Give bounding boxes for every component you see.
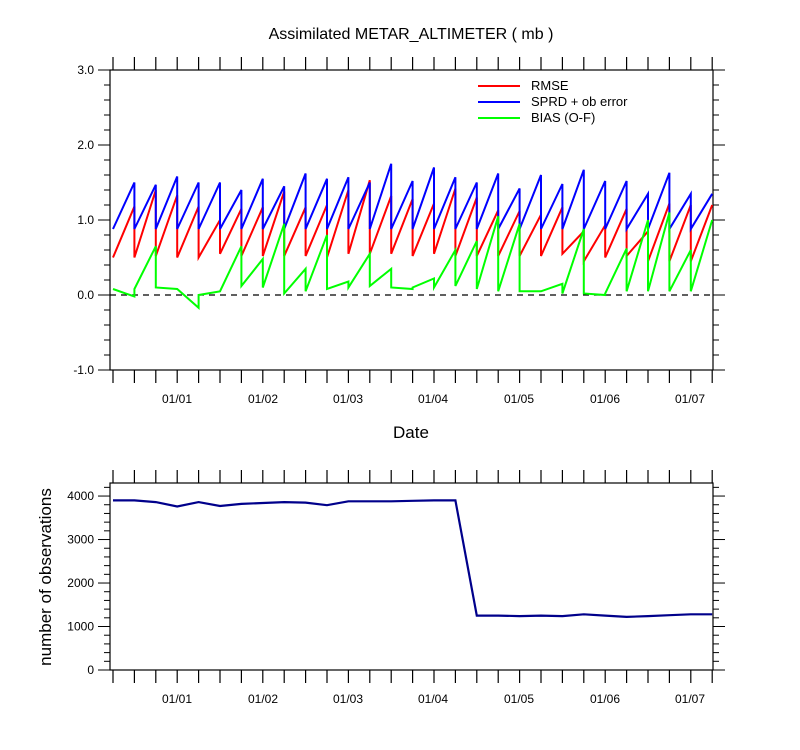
bottom-plot-frame — [109, 482, 714, 671]
bottom-y-tick-label: 3000 — [67, 533, 94, 547]
top-y-tick-label: 2.0 — [77, 138, 94, 152]
bottom-x-tick-label: 01/03 — [333, 692, 363, 706]
bottom-x-tick-label: 01/02 — [248, 692, 278, 706]
x-axis-title: Date — [393, 423, 429, 442]
bottom-x-tick-label: 01/07 — [675, 692, 705, 706]
top-x-tick-label: 01/07 — [675, 392, 705, 406]
legend-label-1: SPRD + ob error — [531, 94, 628, 109]
top-x-tick-label: 01/04 — [418, 392, 448, 406]
legend-label-2: BIAS (O-F) — [531, 110, 595, 125]
bottom-x-tick-label: 01/01 — [162, 692, 192, 706]
bottom-y-tick-label: 2000 — [67, 576, 94, 590]
bottom-x-tick-label: 01/05 — [504, 692, 534, 706]
top-series-bias-o-f — [112, 212, 714, 311]
legend-label-0: RMSE — [531, 78, 569, 93]
top-x-tick-label: 01/03 — [333, 392, 363, 406]
top-x-tick-label: 01/05 — [504, 392, 534, 406]
chart-title: Assimilated METAR_ALTIMETER ( mb ) — [269, 26, 554, 43]
bottom-y-tick-label: 4000 — [67, 489, 94, 503]
top-x-tick-label: 01/01 — [162, 392, 192, 406]
bottom-x-tick-label: 01/06 — [590, 692, 620, 706]
top-y-tick-label: 0.0 — [77, 288, 94, 302]
top-y-tick-label: -1.0 — [73, 363, 94, 377]
y-axis-title-bottom: number of observations — [36, 488, 55, 666]
bottom-y-tick-label: 0 — [87, 663, 94, 677]
top-x-tick-label: 01/02 — [248, 392, 278, 406]
bottom-x-tick-label: 01/04 — [418, 692, 448, 706]
bottom-y-tick-label: 1000 — [67, 620, 94, 634]
bottom-plot: 01/01 01/02 01/03 01/04 01/05 01/06 01/07 0 1000… — [67, 470, 725, 706]
top-series-sprd-ob-error — [112, 163, 714, 233]
bottom-series-observation-count — [113, 499, 713, 619]
top-x-tick-label: 01/06 — [590, 392, 620, 406]
top-y-tick-label: 1.0 — [77, 213, 94, 227]
top-y-tick-label: 3.0 — [77, 63, 94, 77]
top-plot: 01/01 01/02 01/03 01/04 01/05 01/06 01/07 -1.0 0… — [73, 57, 725, 406]
